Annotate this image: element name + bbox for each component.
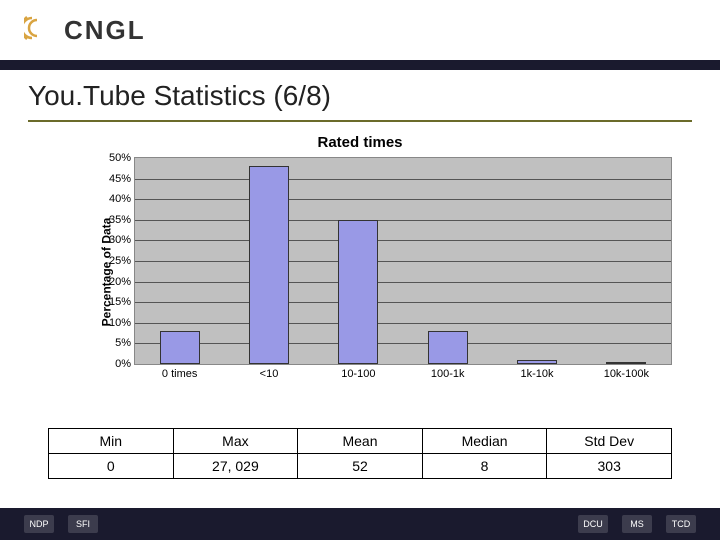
chart-gridline	[135, 302, 671, 303]
chart-bar	[160, 331, 200, 364]
footer-logo: MS	[622, 515, 652, 533]
chart-title: Rated times	[48, 134, 672, 151]
chart-xtick: 100-1k	[431, 368, 465, 380]
chart-gridline	[135, 323, 671, 324]
chart: Rated times Percentage of Data 0%5%10%15…	[48, 134, 672, 414]
chart-ytick: 50%	[109, 152, 131, 164]
chart-ytick: 25%	[109, 255, 131, 267]
title-rule	[28, 120, 692, 122]
chart-bar	[606, 362, 646, 364]
logo-text: CNGL	[64, 15, 146, 46]
table-header: Mean	[298, 429, 423, 454]
chart-bar	[428, 331, 468, 364]
chart-xtick: 10-100	[341, 368, 375, 380]
chart-ytick: 40%	[109, 193, 131, 205]
chart-body: Percentage of Data 0%5%10%15%20%25%30%35…	[98, 157, 672, 387]
table-header: Median	[422, 429, 547, 454]
chart-plot-inner: 0%5%10%15%20%25%30%35%40%45%50%0 times<1…	[135, 158, 671, 364]
chart-gridline	[135, 261, 671, 262]
table-cell: 8	[422, 454, 547, 479]
chart-gridline	[135, 199, 671, 200]
chart-ytick: 20%	[109, 276, 131, 288]
page-title-block: You.Tube Statistics (6/8)	[0, 70, 720, 116]
chart-xtick: 10k-100k	[604, 368, 649, 380]
chart-ytick: 45%	[109, 173, 131, 185]
header: CNGL	[0, 0, 720, 60]
chart-bar	[249, 166, 289, 364]
footer-logo: SFI	[68, 515, 98, 533]
footer-logo: TCD	[666, 515, 696, 533]
table-header: Std Dev	[547, 429, 672, 454]
chart-ytick: 30%	[109, 234, 131, 246]
table-row: 027, 029528303	[49, 454, 672, 479]
table-header: Min	[49, 429, 174, 454]
footer-logo: NDP	[24, 515, 54, 533]
footer-right: DCU MS TCD	[578, 515, 696, 533]
chart-ytick: 15%	[109, 296, 131, 308]
table-cell: 303	[547, 454, 672, 479]
chart-gridline	[135, 179, 671, 180]
chart-xtick: 1k-10k	[520, 368, 553, 380]
chart-ytick: 5%	[115, 337, 131, 349]
table-cell: 52	[298, 454, 423, 479]
chart-bar	[338, 220, 378, 364]
footer: NDP SFI DCU MS TCD	[0, 508, 720, 540]
chart-gridline	[135, 240, 671, 241]
chart-xtick: <10	[260, 368, 279, 380]
chart-gridline	[135, 282, 671, 283]
header-strip	[0, 60, 720, 70]
chart-gridline	[135, 220, 671, 221]
chart-gridline	[135, 343, 671, 344]
logo-arc-icon	[24, 13, 58, 48]
page-title: You.Tube Statistics (6/8)	[28, 80, 692, 112]
table-cell: 27, 029	[173, 454, 298, 479]
footer-logo: DCU	[578, 515, 608, 533]
table-header: Max	[173, 429, 298, 454]
footer-left: NDP SFI	[24, 515, 98, 533]
chart-bar	[517, 360, 557, 364]
chart-xtick: 0 times	[162, 368, 197, 380]
chart-plot: 0%5%10%15%20%25%30%35%40%45%50%0 times<1…	[134, 157, 672, 365]
chart-ytick: 35%	[109, 214, 131, 226]
table-row: MinMaxMeanMedianStd Dev	[49, 429, 672, 454]
chart-ytick: 0%	[115, 358, 131, 370]
chart-ytick: 10%	[109, 317, 131, 329]
stats-table: MinMaxMeanMedianStd Dev 027, 029528303	[48, 428, 672, 479]
table-cell: 0	[49, 454, 174, 479]
